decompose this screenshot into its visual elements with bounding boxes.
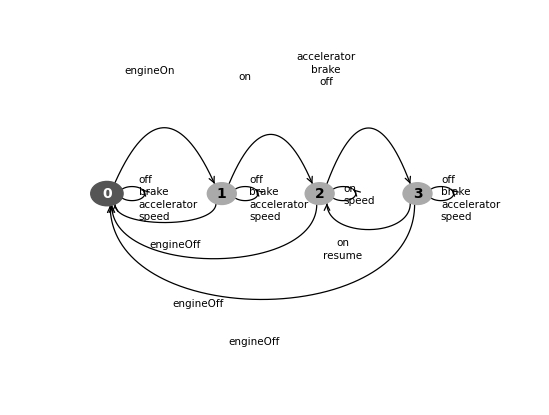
- Text: off
brake
accelerator
speed: off brake accelerator speed: [139, 175, 198, 222]
- Text: on
speed: on speed: [343, 184, 374, 206]
- Circle shape: [403, 183, 432, 205]
- Text: on
resume: on resume: [323, 238, 363, 261]
- Text: off
brake
accelerator
speed: off brake accelerator speed: [441, 175, 500, 222]
- Text: off
brake
accelerator
speed: off brake accelerator speed: [249, 175, 309, 222]
- Text: accelerator
brake
off: accelerator brake off: [296, 52, 356, 87]
- Text: engineOff: engineOff: [173, 299, 224, 309]
- Text: 0: 0: [102, 187, 112, 200]
- Circle shape: [305, 183, 334, 205]
- Text: engineOff: engineOff: [228, 337, 279, 347]
- Text: on: on: [239, 72, 251, 82]
- Circle shape: [91, 181, 123, 206]
- Text: engineOn: engineOn: [124, 66, 175, 76]
- Text: engineOff: engineOff: [149, 240, 201, 250]
- Text: 2: 2: [315, 187, 324, 200]
- Text: 1: 1: [217, 187, 227, 200]
- Text: 3: 3: [413, 187, 422, 200]
- Circle shape: [208, 183, 236, 205]
